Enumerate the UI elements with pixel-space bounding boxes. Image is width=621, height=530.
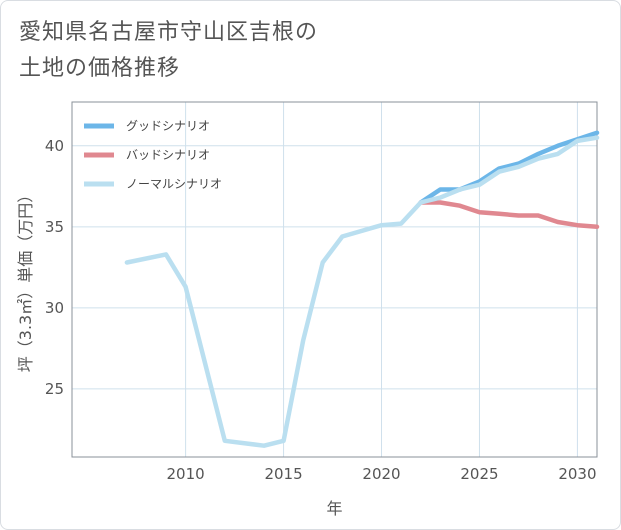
x-tick-label: 2015 bbox=[264, 465, 302, 483]
x-tick-label: 2025 bbox=[460, 465, 498, 483]
y-tick-label: 25 bbox=[45, 380, 64, 398]
y-axis-label: 坪（3.3㎡）単価（万円） bbox=[16, 187, 35, 372]
y-tick-label: 35 bbox=[45, 218, 64, 236]
y-tick-label: 30 bbox=[45, 299, 64, 317]
legend-label-1: バッドシナリオ bbox=[126, 148, 210, 162]
y-tick-label: 40 bbox=[45, 137, 64, 155]
series-line-0 bbox=[418, 130, 600, 205]
chart-title-line-1: 愛知県名古屋市守山区吉根の bbox=[19, 20, 319, 45]
x-tick-label: 2020 bbox=[362, 465, 400, 483]
legend-label-2: ノーマルシナリオ bbox=[126, 177, 222, 191]
plot-frame bbox=[71, 101, 598, 458]
x-axis-label: 年 bbox=[326, 499, 342, 518]
chart-title-line-2: 土地の価格推移 bbox=[19, 56, 181, 81]
series-lines bbox=[124, 130, 600, 448]
axis-ticks: 2010 2015 2020 2025 2030 25 30 35 40 bbox=[45, 137, 597, 483]
series-line-1 bbox=[418, 200, 600, 230]
x-tick-label: 2030 bbox=[558, 465, 596, 483]
series-line-2 bbox=[124, 135, 600, 448]
legend-label-0: グッドシナリオ bbox=[126, 119, 210, 133]
x-tick-label: 2010 bbox=[167, 465, 205, 483]
grid-lines bbox=[72, 102, 597, 457]
chart-title: 愛知県名古屋市守山区吉根の 土地の価格推移 bbox=[19, 15, 318, 87]
